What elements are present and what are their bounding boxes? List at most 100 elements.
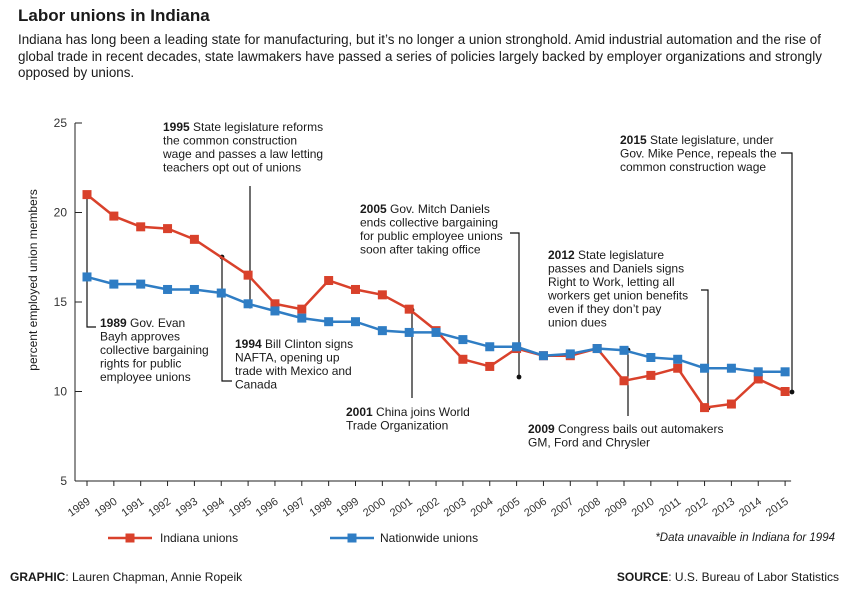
x-tick-label: 1993 <box>173 496 200 520</box>
data-note: *Data unavaible in Indiana for 1994 <box>655 532 835 544</box>
data-point <box>270 299 280 309</box>
annotation-line-text: the common construction <box>163 134 297 148</box>
annotation-line-text: 2012 State legislature <box>548 248 664 262</box>
legend-marker <box>125 533 135 543</box>
annotation-line-text: workers get union benefits <box>547 289 688 303</box>
annotation-2001: 2001 China joins World Trade Organization <box>346 405 470 433</box>
annotation-2009: 2009 Congress bails out automakers GM, Fo… <box>528 422 723 450</box>
source-credit-label: SOURCE <box>616 570 669 584</box>
x-tick-label: 2001 <box>388 496 415 520</box>
annotation-line-text: ends collective bargaining <box>360 216 498 230</box>
data-point <box>780 367 790 377</box>
source-credit: SOURCE: U.S. Bureau of Labor Statistics <box>617 570 839 584</box>
x-tick-label: 1998 <box>307 496 334 520</box>
y-tick-label: 20 <box>54 206 68 220</box>
y-tick-label: 15 <box>54 295 68 309</box>
annotation-line-text: 2009 Congress bails out automakers <box>528 422 723 436</box>
x-tick-label: 2007 <box>549 496 576 520</box>
legend-label-indiana: Indiana unions <box>160 531 239 545</box>
data-point <box>619 345 629 355</box>
data-point <box>565 349 575 359</box>
x-tick-label: 2006 <box>522 496 549 520</box>
x-tick-label: 1999 <box>334 496 361 520</box>
y-tick-label: 25 <box>54 116 68 130</box>
data-point <box>82 190 92 200</box>
x-tick-label: 1992 <box>146 496 173 520</box>
data-point <box>377 290 387 300</box>
data-point <box>404 304 414 314</box>
annotation-line-text: common construction wage <box>620 160 766 174</box>
x-tick-label: 2005 <box>495 496 522 520</box>
annotation-line-text: even if they don’t pay <box>548 302 661 316</box>
data-point <box>458 335 468 345</box>
x-tick-label: 2012 <box>683 496 710 520</box>
data-point <box>109 211 119 221</box>
annotation-leader-lines <box>84 152 795 416</box>
annotation-line-text: 2001 China joins World <box>346 405 470 419</box>
data-point <box>726 399 736 409</box>
data-point <box>109 279 119 289</box>
y-tick-label: 10 <box>54 385 68 399</box>
annotation-texts: 1989 Gov. Evan Bayh approves collective ba… <box>100 120 777 450</box>
annotation-year: 2015 <box>620 133 650 147</box>
annotation-year: 2012 <box>548 248 578 262</box>
x-tick-label: 1989 <box>66 496 93 520</box>
data-point <box>136 222 146 232</box>
annotation-line-text: 1994 Bill Clinton signs <box>235 337 353 351</box>
x-tick-label: 1994 <box>200 496 227 520</box>
data-point <box>700 363 710 373</box>
annotation-line-text: soon after taking office <box>360 243 481 257</box>
data-point <box>753 374 763 384</box>
annotation-year: 1994 <box>235 337 265 351</box>
data-point <box>512 342 522 352</box>
graphic-credit: GRAPHIC: Lauren Chapman, Annie Ropeik <box>10 570 242 584</box>
page-subtitle: Indiana has long been a leading state fo… <box>18 32 822 80</box>
legend <box>108 533 374 543</box>
annotation-line-text: 1989 Gov. Evan <box>100 316 185 330</box>
annotation-line-text: trade with Mexico and <box>235 364 352 378</box>
x-tick-label: 1995 <box>227 496 254 520</box>
annotation-line-text: rights for public <box>100 357 181 371</box>
x-tick-label: 2010 <box>630 496 657 520</box>
data-point <box>163 224 173 234</box>
x-tick-label: 2008 <box>576 496 603 520</box>
annotation-2005: 2005 Gov. Mitch Daniels ends collective b… <box>360 202 503 257</box>
x-tick-label: 2014 <box>737 496 764 520</box>
data-point <box>136 279 146 289</box>
annotation-year: 2005 <box>360 202 390 216</box>
data-point <box>646 370 656 380</box>
data-point <box>324 317 334 327</box>
annotation-line <box>781 152 793 392</box>
annotation-line-text: union dues <box>548 316 607 330</box>
data-point <box>700 403 710 413</box>
annotation-line-text: passes and Daniels signs <box>548 262 684 276</box>
data-point <box>82 272 92 282</box>
annotation-year: 2001 <box>346 405 376 419</box>
annotation-line-text: employee unions <box>100 370 191 384</box>
data-point <box>431 327 441 337</box>
x-tick-label: 2004 <box>469 496 496 520</box>
graphic-credit-text: : Lauren Chapman, Annie Ropeik <box>65 570 243 584</box>
x-tick-label: 1997 <box>281 496 308 520</box>
data-point <box>351 284 360 294</box>
x-tick-label: 1991 <box>119 496 146 520</box>
annotation-line-text: wage and passes a law letting <box>162 147 323 161</box>
data-point <box>780 387 790 396</box>
data-point <box>216 288 226 298</box>
data-point <box>592 344 602 354</box>
annotation-1995: 1995 State legislature reforms the common… <box>162 120 323 175</box>
data-point <box>673 363 683 373</box>
x-tick-label: 2011 <box>657 496 683 519</box>
data-point <box>646 352 656 362</box>
annotation-2015: 2015 State legislature, under Gov. Mike P… <box>620 133 777 174</box>
legend-label-nationwide: Nationwide unions <box>380 531 479 545</box>
annotation-line-text: 2005 Gov. Mitch Daniels <box>360 202 490 216</box>
x-tick-label: 2003 <box>442 496 469 520</box>
data-point <box>243 270 253 280</box>
annotation-line-text: collective bargaining <box>100 343 209 357</box>
x-tick-label: 1990 <box>93 496 120 520</box>
y-tick-label: 5 <box>60 474 67 488</box>
data-point <box>619 376 629 386</box>
y-axis-label: percent employed union members <box>26 189 40 370</box>
